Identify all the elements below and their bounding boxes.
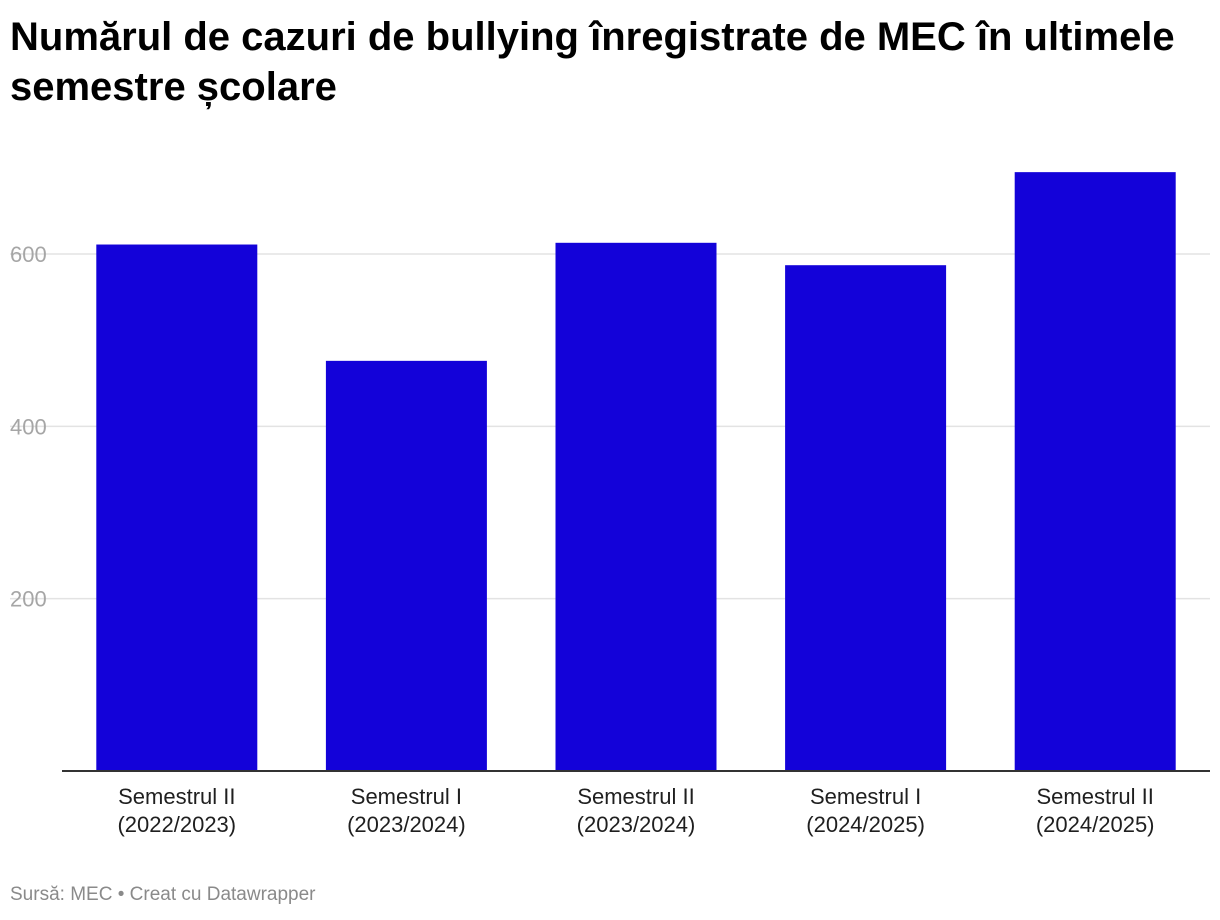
bar-4 <box>785 265 947 771</box>
bars <box>96 172 1176 771</box>
x-category-label-3: Semestrul II (2023/2024) <box>577 784 696 837</box>
bar-5 <box>1014 172 1176 771</box>
y-axis-ticks: 200 400 600 <box>10 242 47 612</box>
credit-note: Creat cu Datawrapper <box>129 884 316 905</box>
source-note: Sursă: MEC <box>10 884 113 905</box>
footer-separator: • <box>117 884 125 905</box>
y-tick-label-600: 600 <box>10 242 47 267</box>
x-category-label-4: Semestrul I (2024/2025) <box>806 784 925 837</box>
x-category-label-5: Semestrul II (2024/2025) <box>1036 784 1155 837</box>
bar-1 <box>96 244 258 771</box>
x-category-label-2: Semestrul I (2023/2024) <box>347 784 466 837</box>
bar-3 <box>555 242 717 771</box>
x-category-label-1: Semestrul II (2022/2023) <box>117 784 236 837</box>
x-axis-labels: Semestrul II (2022/2023) Semestrul I (2023/… <box>117 784 1154 837</box>
chart-footer: Sursă: MEC • Creat cu Datawrapper <box>10 884 316 906</box>
y-tick-label-200: 200 <box>10 587 47 612</box>
chart-title: Numărul de cazuri de bullying înregistra… <box>10 15 1175 109</box>
bar-2 <box>325 360 487 771</box>
y-tick-label-400: 400 <box>10 414 47 439</box>
